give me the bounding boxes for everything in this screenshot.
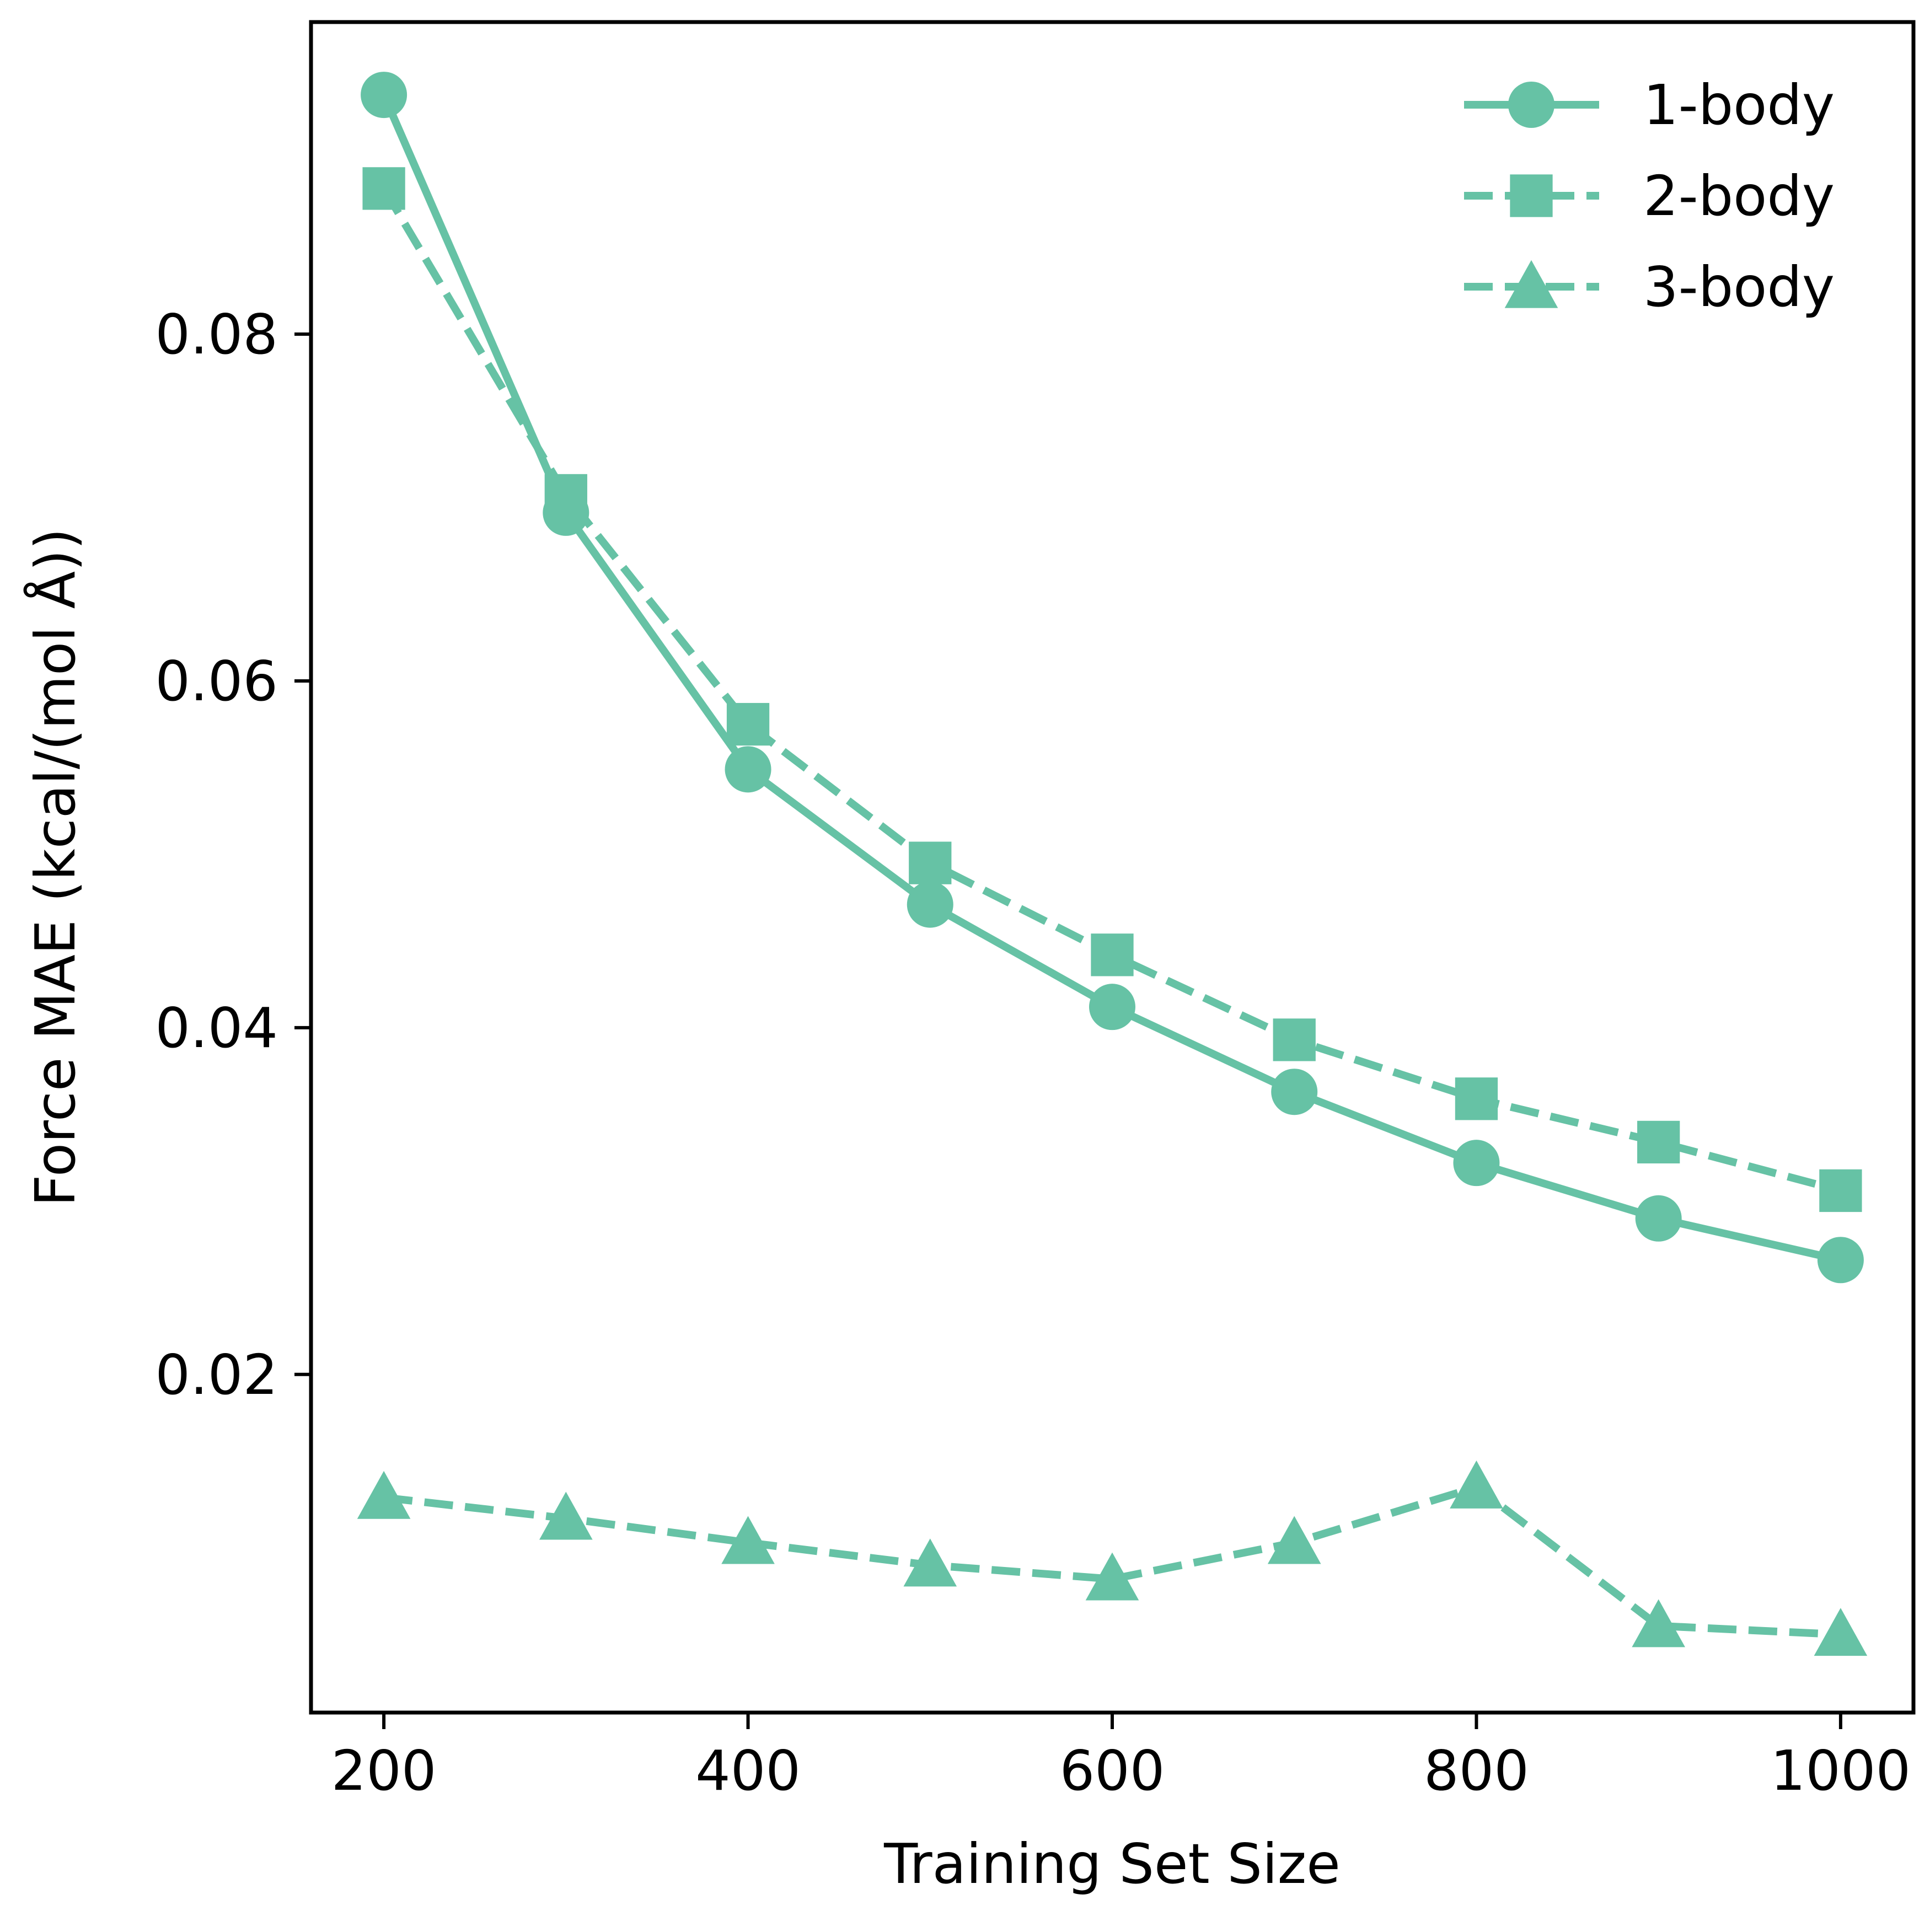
legend-marker [1504,260,1558,308]
data-point [357,1471,411,1519]
data-point [362,167,405,210]
legend: 1-body 2-body 3-body [1464,73,1835,319]
x-tick-label: 800 [1424,1738,1529,1803]
y-tick-label: 0.02 [155,1343,278,1407]
legend-marker [1508,82,1554,128]
data-point [1450,1460,1503,1509]
data-point [361,72,408,119]
data-point [1817,1237,1864,1284]
data-point [1085,1552,1139,1601]
series-2 [357,1460,1868,1656]
legend-label: 1-body [1643,73,1835,137]
legend-label: 3-body [1643,255,1835,319]
series-1 [362,167,1862,1212]
data-point [1273,1018,1316,1061]
data-point [539,1491,593,1540]
x-tick-label: 200 [331,1738,437,1803]
data-point [1089,984,1135,1031]
data-point [725,746,771,793]
data-point [1635,1195,1682,1242]
series-line [380,186,1842,1195]
data-point [1814,1608,1868,1656]
series-layer [357,72,1868,1656]
y-axis-label: Force MAE (kcal/(mol Å)) [23,528,88,1206]
data-point [903,1538,957,1587]
legend-marker [1510,174,1553,217]
x-tick-label: 400 [695,1738,801,1803]
legend-item: 1-body [1464,73,1835,137]
x-tick-label: 1000 [1771,1738,1911,1803]
data-point [1091,933,1134,976]
data-point [1271,1069,1318,1115]
x-axis: 200 400 600 800 1000 [331,1713,1911,1803]
x-axis-label: Training Set Size [883,1832,1341,1896]
data-point [1632,1599,1685,1647]
data-point [726,702,770,746]
data-point [721,1516,775,1564]
y-axis: 0.02 0.04 0.06 0.08 [155,302,311,1407]
data-point [544,474,587,517]
x-tick-label: 600 [1060,1738,1165,1803]
y-tick-label: 0.04 [155,996,278,1060]
legend-item: 2-body [1464,164,1835,228]
series-0 [361,72,1864,1284]
data-point [907,881,953,928]
data-point [1453,1140,1500,1187]
data-point [1455,1077,1498,1120]
legend-item: 3-body [1464,255,1835,319]
data-point [1819,1169,1862,1212]
legend-label: 2-body [1643,164,1835,228]
data-point [1637,1120,1680,1164]
data-point [1267,1516,1321,1564]
series-line [380,93,1842,1264]
data-point [909,841,952,884]
y-tick-label: 0.08 [155,302,278,367]
y-tick-label: 0.06 [155,649,278,713]
